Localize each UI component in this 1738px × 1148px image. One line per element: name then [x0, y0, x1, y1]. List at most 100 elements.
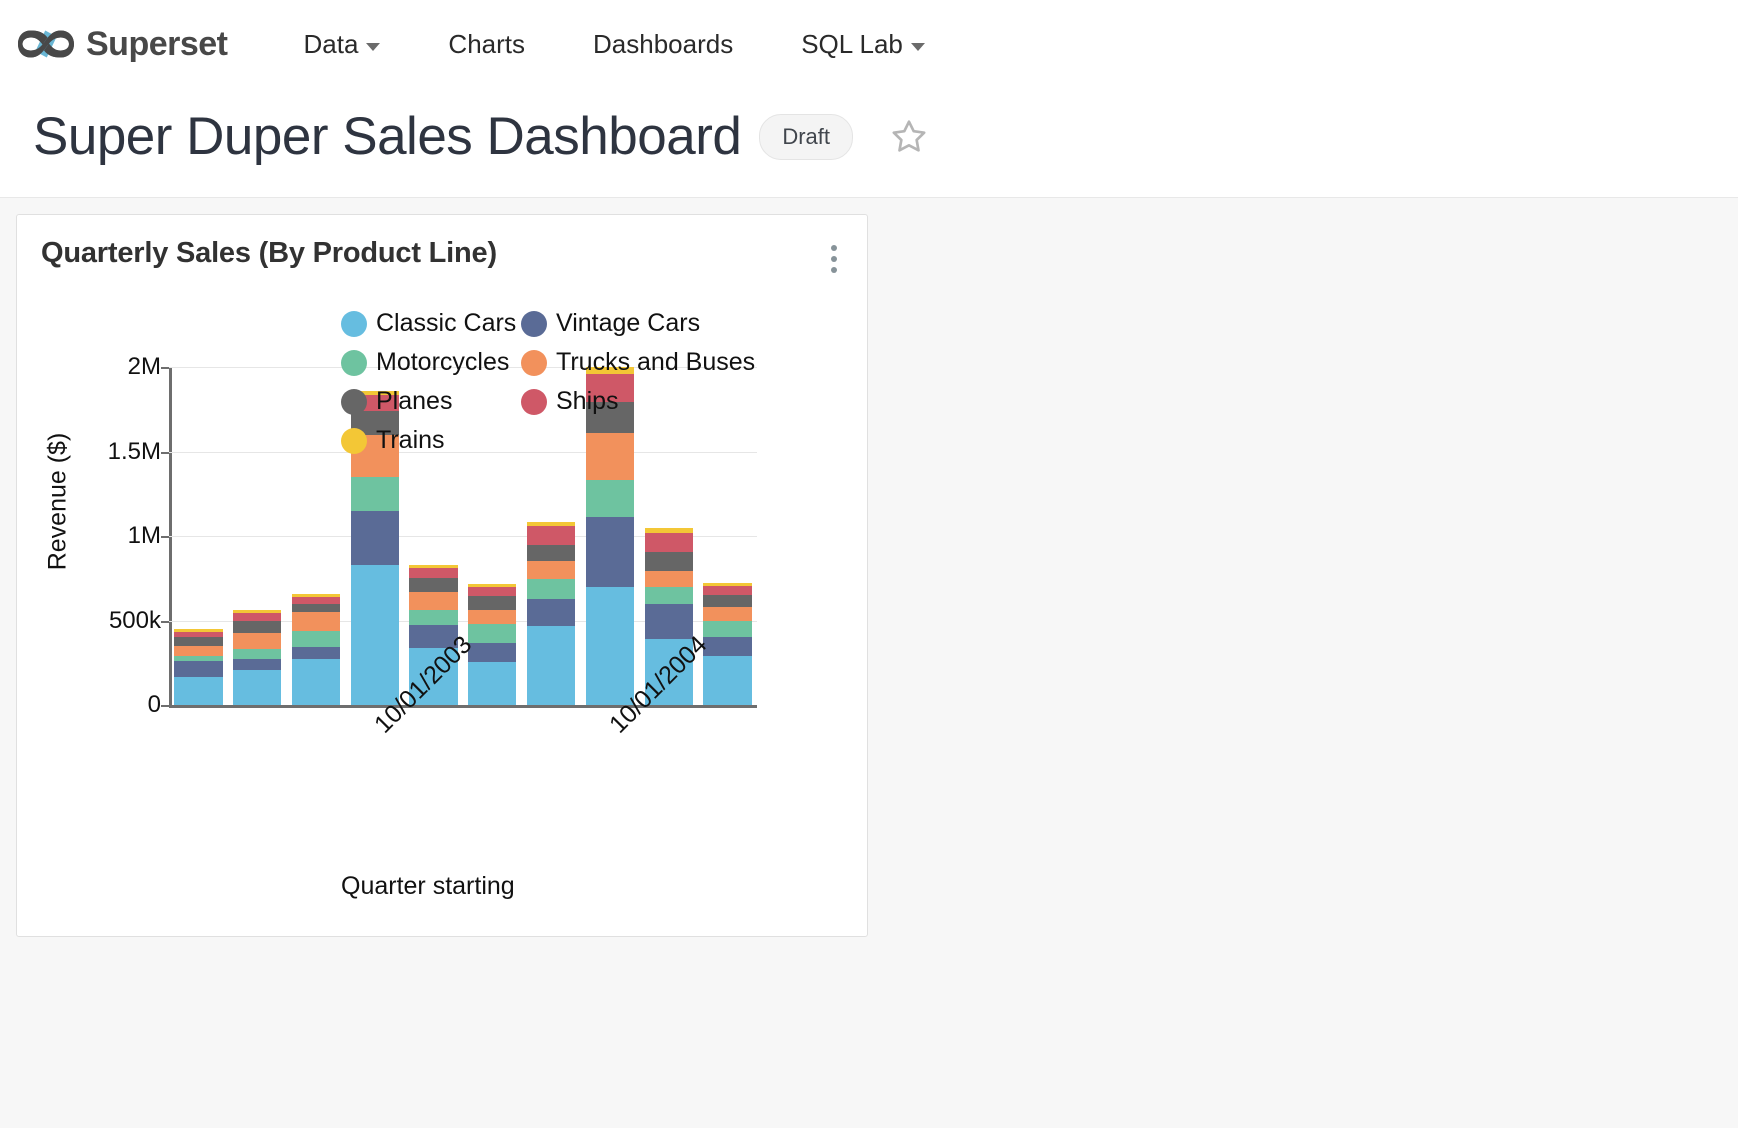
- stacked-bar[interactable]: [585, 367, 635, 705]
- stacked-bar[interactable]: [350, 390, 399, 705]
- bar-segment[interactable]: [291, 604, 341, 613]
- bar-segment[interactable]: [174, 661, 223, 678]
- bar-group[interactable]: [287, 367, 346, 705]
- stacked-bar[interactable]: [468, 584, 517, 705]
- bar-segment[interactable]: [527, 545, 576, 562]
- bar-segment[interactable]: [585, 516, 635, 587]
- bar-segment[interactable]: [350, 410, 399, 435]
- nav-item-charts[interactable]: Charts: [414, 29, 559, 60]
- bar-segment[interactable]: [527, 561, 576, 580]
- bar-segment[interactable]: [703, 595, 752, 608]
- bar-segment[interactable]: [233, 621, 282, 634]
- legend-item-motorcycles[interactable]: Motorcycles: [341, 348, 521, 377]
- stacked-bar[interactable]: [409, 564, 458, 705]
- bar-segment[interactable]: [174, 637, 223, 646]
- bar-segment[interactable]: [291, 659, 341, 705]
- bar-segment[interactable]: [409, 564, 458, 569]
- favorite-star-button[interactable]: [889, 117, 929, 157]
- bar-segment[interactable]: [585, 401, 635, 433]
- bar-segment[interactable]: [174, 631, 223, 638]
- bar-segment[interactable]: [585, 373, 635, 402]
- bar-segment[interactable]: [468, 596, 517, 611]
- legend-item-classic-cars[interactable]: Classic Cars: [341, 309, 521, 338]
- bar-segment[interactable]: [291, 612, 341, 631]
- bar-segment[interactable]: [233, 633, 282, 650]
- bar-segment[interactable]: [644, 639, 693, 705]
- bar-segment[interactable]: [174, 645, 223, 657]
- bar-segment[interactable]: [174, 656, 223, 662]
- nav-item-dashboards[interactable]: Dashboards: [559, 29, 767, 60]
- brand-logo-link[interactable]: Superset: [16, 25, 228, 64]
- nav-item-data[interactable]: Data: [270, 29, 415, 60]
- bar-segment[interactable]: [174, 629, 223, 632]
- stacked-bar[interactable]: [703, 582, 752, 705]
- bar-segment[interactable]: [409, 568, 458, 579]
- bar-segment[interactable]: [527, 521, 576, 526]
- page-title[interactable]: Super Duper Sales Dashboard: [33, 107, 742, 166]
- bar-segment[interactable]: [291, 630, 341, 647]
- bar-segment[interactable]: [644, 603, 693, 640]
- bar-segment[interactable]: [291, 596, 341, 605]
- nav-item-sql-lab[interactable]: SQL Lab: [767, 29, 959, 60]
- stacked-bar[interactable]: [644, 528, 693, 705]
- bar-segment[interactable]: [527, 626, 576, 705]
- bar-segment[interactable]: [350, 510, 399, 565]
- legend-item-trucks-and-buses[interactable]: Trucks and Buses: [521, 348, 755, 377]
- bar-segment[interactable]: [468, 586, 517, 597]
- bar-segment[interactable]: [585, 432, 635, 481]
- bar-segment[interactable]: [585, 367, 635, 374]
- bar-group[interactable]: [581, 367, 640, 705]
- bar-segment[interactable]: [409, 578, 458, 592]
- bar-segment[interactable]: [527, 525, 576, 546]
- stacked-bar[interactable]: [291, 594, 341, 705]
- bar-group[interactable]: [228, 367, 287, 705]
- bar-group[interactable]: [404, 367, 463, 705]
- bar-segment[interactable]: [585, 586, 635, 705]
- bar-group[interactable]: [345, 367, 404, 705]
- bar-segment[interactable]: [527, 579, 576, 599]
- bar-segment[interactable]: [350, 390, 399, 395]
- bar-segment[interactable]: [703, 656, 752, 705]
- bar-segment[interactable]: [233, 649, 282, 659]
- bar-segment[interactable]: [644, 528, 693, 533]
- bar-segment[interactable]: [409, 591, 458, 610]
- legend-item-vintage-cars[interactable]: Vintage Cars: [521, 309, 741, 338]
- bar-segment[interactable]: [291, 594, 341, 597]
- status-badge[interactable]: Draft: [759, 113, 854, 160]
- bar-segment[interactable]: [703, 585, 752, 596]
- stacked-bar[interactable]: [174, 629, 223, 705]
- bar-segment[interactable]: [409, 624, 458, 649]
- bar-segment[interactable]: [644, 532, 693, 553]
- stacked-bar[interactable]: [233, 610, 282, 705]
- bar-group[interactable]: [639, 367, 698, 705]
- bar-segment[interactable]: [468, 623, 517, 644]
- bar-segment[interactable]: [703, 637, 752, 656]
- bar-segment[interactable]: [291, 646, 341, 660]
- bar-group[interactable]: [698, 367, 757, 705]
- bar-segment[interactable]: [585, 480, 635, 517]
- kebab-menu-icon[interactable]: [825, 237, 843, 281]
- bar-segment[interactable]: [350, 476, 399, 511]
- bar-segment[interactable]: [233, 610, 282, 613]
- bar-group[interactable]: [522, 367, 581, 705]
- bar-segment[interactable]: [468, 661, 517, 705]
- bar-segment[interactable]: [644, 570, 693, 587]
- bar-segment[interactable]: [174, 677, 223, 705]
- bar-segment[interactable]: [703, 582, 752, 586]
- stacked-bar[interactable]: [527, 521, 576, 705]
- bar-segment[interactable]: [233, 670, 282, 705]
- bar-segment[interactable]: [468, 584, 517, 587]
- legend-item-trains[interactable]: Trains: [341, 426, 521, 455]
- legend-item-ships[interactable]: Ships: [521, 387, 741, 416]
- bar-segment[interactable]: [527, 598, 576, 627]
- bar-segment[interactable]: [644, 552, 693, 571]
- bar-segment[interactable]: [644, 586, 693, 604]
- bar-segment[interactable]: [350, 564, 399, 705]
- bar-segment[interactable]: [233, 658, 282, 671]
- legend-item-planes[interactable]: Planes: [341, 387, 521, 416]
- bar-segment[interactable]: [703, 607, 752, 622]
- bar-segment[interactable]: [409, 648, 458, 705]
- bar-segment[interactable]: [409, 609, 458, 625]
- bar-group[interactable]: [463, 367, 522, 705]
- bar-segment[interactable]: [468, 610, 517, 624]
